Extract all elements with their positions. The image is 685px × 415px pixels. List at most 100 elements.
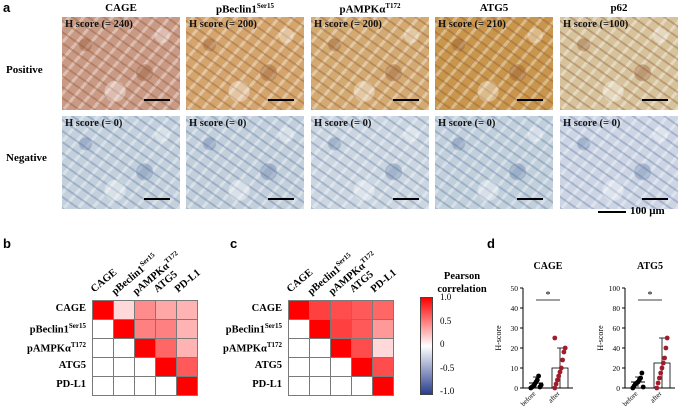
- h-score-label: H score (= 0): [314, 118, 372, 129]
- heatmap-cell: [92, 376, 114, 396]
- panel-label-a: a: [3, 0, 11, 15]
- scale-bar-label: 100 μm: [630, 205, 665, 217]
- heatmap-cell: [372, 338, 394, 358]
- colorbar-tick-label: 0.5: [440, 315, 452, 326]
- scale-bar: [393, 99, 419, 101]
- colorbar-title: Pearson correlation: [432, 270, 492, 296]
- data-point: [659, 365, 665, 371]
- h-score-label: H score (= 240): [65, 19, 133, 30]
- y-tick-label: 80: [613, 304, 621, 313]
- heatmap-cell: [309, 376, 331, 396]
- significance-marker: *: [546, 290, 551, 301]
- heatmap-cell: [351, 376, 373, 396]
- data-point: [562, 345, 568, 351]
- x-tick-label: before: [519, 390, 537, 408]
- y-tick-label: 20: [511, 344, 519, 353]
- scale-bar: [642, 99, 668, 101]
- scale-bar: [393, 198, 419, 200]
- significance-marker: *: [648, 290, 653, 301]
- heatmap-cell: [134, 319, 156, 339]
- heatmap-column-label: PD-L1: [172, 267, 203, 295]
- h-score-label: H score (= 200): [189, 19, 257, 30]
- heatmap-cell: [155, 300, 177, 320]
- panel-label-c: c: [230, 236, 238, 251]
- colorbar: [420, 297, 433, 395]
- scatter-plot-0: CAGE 0 10 20 30 40 50 H-score before after *: [494, 261, 573, 408]
- heatmap-cell: [309, 300, 331, 320]
- heatmap-cell: [92, 338, 114, 358]
- scatter-title: CAGE: [534, 261, 563, 272]
- ihc-tile: H score (= 0): [186, 116, 304, 209]
- row-label-positive: Positive: [6, 64, 43, 76]
- heatmap-cell: [288, 338, 310, 358]
- heatmap-cell: [351, 338, 373, 358]
- heatmap-cell: [155, 357, 177, 377]
- data-point: [639, 370, 645, 376]
- x-tick-label: before: [621, 390, 639, 408]
- data-point: [654, 385, 660, 391]
- heatmap-cell: [330, 319, 352, 339]
- h-score-label: H score (= 0): [65, 118, 123, 129]
- heatmap-cell: [113, 300, 135, 320]
- y-tick-label: 40: [511, 304, 519, 313]
- heatmap-cell: [92, 357, 114, 377]
- data-point: [663, 345, 669, 351]
- heatmap-cell: [372, 357, 394, 377]
- heatmap-cell: [113, 338, 135, 358]
- data-point: [664, 335, 670, 341]
- heatmap-cell: [92, 319, 114, 339]
- heatmap-cell: [372, 376, 394, 396]
- column-header-0: CAGE: [105, 2, 137, 14]
- heatmap-cell: [155, 376, 177, 396]
- heatmap-row-label: PD-L1: [252, 379, 282, 390]
- heatmap-cell: [372, 319, 394, 339]
- column-header-4: p62: [610, 2, 628, 14]
- data-point: [558, 365, 564, 371]
- heatmap-cell: [134, 338, 156, 358]
- data-point: [640, 384, 646, 390]
- heatmap-cell: [113, 319, 135, 339]
- heatmap-row-label: ATG5: [58, 360, 86, 371]
- data-point: [536, 373, 541, 379]
- ihc-tile: H score (= 0): [62, 116, 180, 209]
- heatmap-cell: [330, 338, 352, 358]
- colorbar-title-line1: Pearson: [443, 271, 481, 282]
- column-header-1: pBeclin1Ser15: [215, 2, 275, 16]
- heatmap-row-label: pAMPKαT172: [223, 341, 282, 355]
- scale-bar: [268, 198, 294, 200]
- data-point: [552, 385, 558, 391]
- data-point: [662, 355, 667, 361]
- heatmap-row-label: ATG5: [254, 360, 282, 371]
- heatmap-cell: [176, 319, 198, 339]
- ihc-tile: H score (= 240): [62, 17, 180, 110]
- data-point: [658, 370, 664, 376]
- data-point: [556, 373, 562, 379]
- scale-bar: [642, 198, 668, 200]
- data-point: [552, 335, 558, 341]
- heatmap-cell: [288, 376, 310, 396]
- y-axis-label: H-score: [494, 325, 503, 351]
- data-point: [538, 382, 544, 388]
- heatmap-cell: [134, 357, 156, 377]
- heatmap-cell: [176, 338, 198, 358]
- heatmap-row-label: PD-L1: [56, 379, 86, 390]
- heatmap-row-label: pBeclin1Ser15: [225, 322, 282, 336]
- heatmap-cell: [288, 357, 310, 377]
- heatmap-cell: [113, 357, 135, 377]
- y-tick-label: 10: [511, 364, 519, 373]
- colorbar-tick-label: 1.0: [440, 292, 452, 302]
- colorbar-title-line2: correlation: [437, 284, 487, 295]
- heatmap-cell: [309, 319, 331, 339]
- h-score-label: H score (= 200): [314, 19, 382, 30]
- heatmap-column-label: PD-L1: [368, 267, 399, 295]
- y-axis-label: H-score: [596, 325, 605, 351]
- heatmap-cell: [330, 376, 352, 396]
- data-point: [553, 381, 559, 387]
- y-tick-label: 0: [514, 384, 518, 393]
- scatter-panel: CAGE 0 10 20 30 40 50 H-score before after * ATG5 0 2…: [494, 261, 675, 408]
- heatmap-cell: [351, 300, 373, 320]
- h-score-label: H score (=100): [563, 19, 629, 30]
- data-point: [561, 349, 567, 355]
- data-point: [638, 375, 643, 381]
- heatmap-cell: [134, 300, 156, 320]
